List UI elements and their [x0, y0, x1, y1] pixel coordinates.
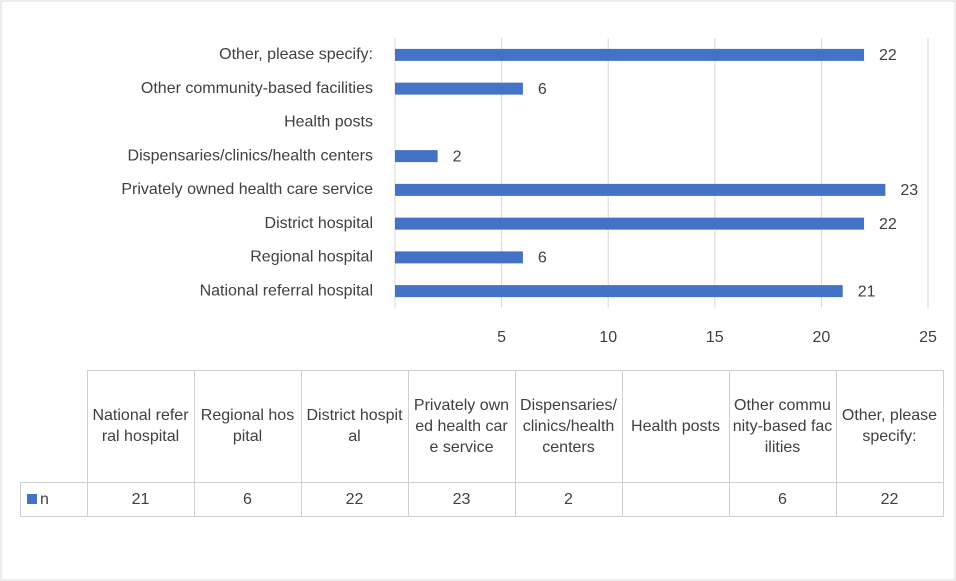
x-tick-label: 5: [497, 329, 506, 346]
table-value-cell: 23: [407, 481, 516, 517]
data-label: 6: [538, 81, 547, 98]
table-header-cell: Regional hospital: [193, 370, 302, 483]
x-tick-label: 10: [599, 329, 617, 346]
bar: [395, 183, 886, 196]
x-tick-label: 25: [919, 329, 937, 346]
data-label: 21: [858, 283, 876, 300]
y-tick-label: Other community-based facilities: [141, 80, 373, 97]
data-table: National referral hospital Regional hospi…: [20, 370, 944, 517]
bar: [395, 217, 865, 230]
legend-cell: n: [20, 481, 88, 517]
y-tick-label: Privately owned health care service: [121, 181, 373, 198]
data-label: 23: [900, 182, 918, 199]
table-header-row: National referral hospital Regional hospi…: [20, 370, 944, 483]
table-value-cell: 21: [86, 481, 195, 517]
table-header-cell: Health posts: [621, 370, 730, 483]
bar: [395, 48, 865, 61]
legend-key: [27, 493, 37, 504]
y-tick-label: Dispensaries/clinics/health centers: [128, 147, 373, 164]
bar: [395, 251, 523, 264]
table-header-cell: District hospital: [300, 370, 409, 483]
data-label: 6: [538, 250, 547, 267]
data-label: 22: [879, 47, 897, 64]
table-corner: [20, 370, 88, 483]
legend-label: n: [40, 490, 49, 508]
bar: [395, 82, 523, 95]
table-value-cell: 6: [193, 481, 302, 517]
bar: [395, 150, 438, 163]
table-header-cell: Dispensaries/clinics/health centers: [514, 370, 623, 483]
data-label: 22: [879, 216, 897, 233]
x-tick-label: 20: [813, 329, 831, 346]
table-header-cell: National referral hospital: [86, 370, 195, 483]
y-tick-label: National referral hospital: [200, 282, 373, 299]
table-value-cell: 2: [514, 481, 623, 517]
table-header-cell: Privately owned health care service: [407, 370, 516, 483]
table-header-cell: Other community-based facilities: [728, 370, 837, 483]
y-tick-label: Health posts: [284, 114, 373, 131]
y-tick-label: Regional hospital: [250, 249, 373, 266]
table-value-cell: [621, 481, 730, 517]
data-label: 2: [453, 148, 462, 165]
table-header-cell: Other, please specify:: [835, 370, 944, 483]
table-value-cell: 6: [728, 481, 837, 517]
y-tick-label: District hospital: [265, 215, 373, 232]
x-tick-label: 15: [706, 329, 724, 346]
table-value-row: n 21 6 22 23 2 6 22: [20, 481, 944, 517]
bar: [395, 285, 843, 298]
table-value-cell: 22: [300, 481, 409, 517]
table-value-cell: 22: [835, 481, 944, 517]
y-tick-label: Other, please specify:: [219, 46, 373, 63]
